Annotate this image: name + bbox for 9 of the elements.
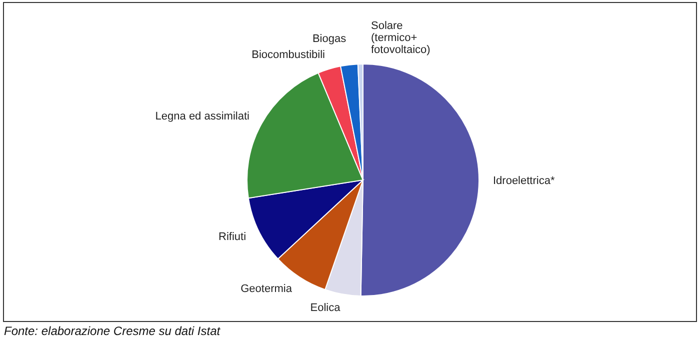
slice-label: Eolica	[310, 302, 342, 314]
slice-label: Solare (termico+ fotovoltaico)	[371, 20, 430, 56]
slice-label: Idroelettrica*	[492, 175, 556, 188]
slice-label: Rifiuti	[218, 230, 246, 243]
slice-label: Biogas	[312, 32, 347, 45]
slice-label: Biocombustibili	[252, 48, 325, 61]
slice-label: Geotermia	[240, 282, 293, 295]
source-note: Fonte: elaborazione Cresme su dati Istat	[4, 324, 220, 338]
slice-label: Legna ed assimilati	[155, 110, 250, 123]
